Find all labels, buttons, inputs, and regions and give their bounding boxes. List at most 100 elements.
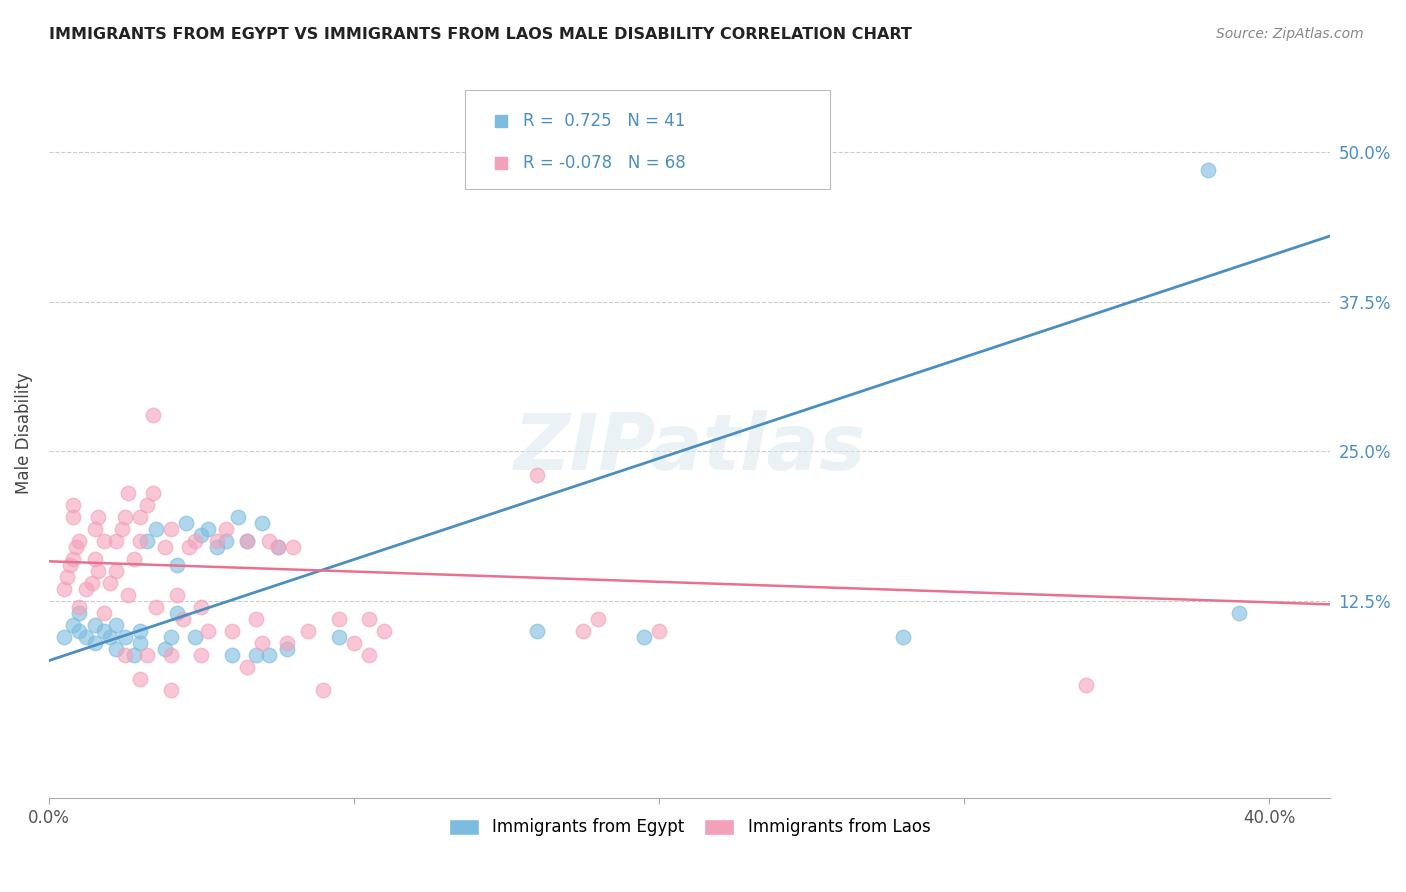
Point	[586, 612, 609, 626]
Point	[105, 641, 128, 656]
Point	[83, 552, 105, 566]
Point	[124, 648, 146, 662]
Point	[571, 624, 593, 638]
Point	[145, 522, 167, 536]
Point	[160, 630, 183, 644]
Point	[226, 510, 249, 524]
Point	[276, 635, 298, 649]
Text: IMMIGRANTS FROM EGYPT VS IMMIGRANTS FROM LAOS MALE DISABILITY CORRELATION CHART: IMMIGRANTS FROM EGYPT VS IMMIGRANTS FROM…	[49, 27, 912, 42]
Point	[145, 599, 167, 614]
Point	[65, 540, 87, 554]
Point	[373, 624, 395, 638]
Point	[312, 683, 335, 698]
Point	[236, 533, 259, 548]
Point	[166, 588, 188, 602]
Point	[252, 635, 274, 649]
Point	[129, 624, 152, 638]
Point	[135, 533, 157, 548]
Point	[69, 533, 91, 548]
Point	[87, 564, 110, 578]
Point	[245, 612, 267, 626]
Point	[114, 630, 136, 644]
Point	[197, 522, 219, 536]
Point	[75, 630, 97, 644]
Point	[190, 599, 212, 614]
Text: Source: ZipAtlas.com: Source: ZipAtlas.com	[1216, 27, 1364, 41]
Point	[62, 617, 84, 632]
Point	[98, 575, 121, 590]
Point	[205, 540, 228, 554]
Point	[98, 630, 121, 644]
Point	[62, 552, 84, 566]
Point	[53, 630, 76, 644]
Point	[93, 624, 115, 638]
Point	[297, 624, 319, 638]
Point	[114, 510, 136, 524]
Point	[252, 516, 274, 530]
Point	[105, 617, 128, 632]
Point	[105, 533, 128, 548]
Point	[359, 648, 381, 662]
Point	[124, 552, 146, 566]
Point	[190, 648, 212, 662]
Point	[166, 558, 188, 572]
Point	[245, 648, 267, 662]
Point	[328, 630, 350, 644]
Point	[236, 659, 259, 673]
Point	[111, 522, 134, 536]
Point	[69, 624, 91, 638]
Point	[129, 510, 152, 524]
Point	[891, 630, 914, 644]
Point	[257, 533, 280, 548]
Point	[135, 648, 157, 662]
Point	[142, 486, 165, 500]
Point	[56, 570, 79, 584]
Point	[205, 533, 228, 548]
Point	[135, 498, 157, 512]
Point	[153, 540, 176, 554]
Point	[184, 630, 207, 644]
Point	[83, 522, 105, 536]
Point	[62, 498, 84, 512]
Point	[75, 582, 97, 596]
Point	[281, 540, 304, 554]
Point	[160, 648, 183, 662]
Point	[129, 672, 152, 686]
Text: R = -0.078   N = 68: R = -0.078 N = 68	[523, 154, 686, 172]
Point	[87, 510, 110, 524]
Point	[257, 648, 280, 662]
Point	[153, 641, 176, 656]
Point	[142, 409, 165, 423]
Point	[83, 635, 105, 649]
Point	[633, 630, 655, 644]
Point	[172, 612, 194, 626]
Point	[343, 635, 366, 649]
Point	[166, 606, 188, 620]
Point	[80, 575, 103, 590]
Point	[59, 558, 82, 572]
Point	[197, 624, 219, 638]
Legend: Immigrants from Egypt, Immigrants from Laos: Immigrants from Egypt, Immigrants from L…	[440, 810, 939, 845]
Point	[114, 648, 136, 662]
Point	[1197, 163, 1219, 178]
Point	[179, 540, 201, 554]
Point	[174, 516, 197, 530]
Text: ZIPatlas: ZIPatlas	[513, 410, 866, 486]
Point	[1227, 606, 1250, 620]
Point	[221, 648, 243, 662]
Point	[215, 533, 238, 548]
Point	[69, 606, 91, 620]
Point	[328, 612, 350, 626]
Y-axis label: Male Disability: Male Disability	[15, 373, 32, 494]
Point	[276, 641, 298, 656]
Point	[236, 533, 259, 548]
Point	[117, 588, 139, 602]
Point	[160, 522, 183, 536]
Point	[359, 612, 381, 626]
FancyBboxPatch shape	[465, 90, 831, 189]
Point	[221, 624, 243, 638]
Point	[526, 624, 548, 638]
Point	[267, 540, 290, 554]
Point	[105, 564, 128, 578]
Point	[648, 624, 671, 638]
